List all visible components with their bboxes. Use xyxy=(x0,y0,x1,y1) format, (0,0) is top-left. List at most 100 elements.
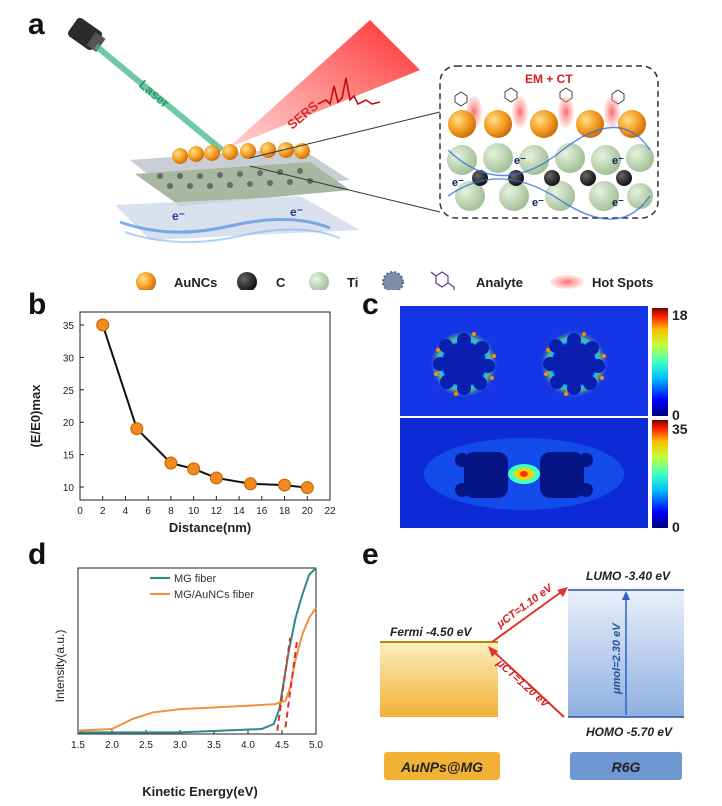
colorbar-top-min: 0 xyxy=(672,407,680,423)
aunps-box xyxy=(384,752,500,780)
laser-beam xyxy=(94,43,224,153)
laser-head xyxy=(67,17,106,52)
electron-label-inset-4: e⁻ xyxy=(532,197,544,209)
electron-label-inset-5: e⁻ xyxy=(612,197,624,209)
chart-b-ytick-label: 25 xyxy=(63,386,75,397)
chart-b-frame xyxy=(79,311,331,501)
chart-b-xtick-label: 10 xyxy=(188,506,200,517)
legend-mg-fiber: MG fiber xyxy=(174,573,217,585)
aunps-band xyxy=(380,642,498,717)
legend-titanium: Ti xyxy=(347,275,358,290)
chart-d-series-1 xyxy=(77,607,317,732)
titanium-legend-icon xyxy=(309,272,329,290)
nanocluster-top-left xyxy=(430,330,498,398)
chart-b-series-line xyxy=(101,324,308,489)
ct-up-label: μCT=1.10 eV xyxy=(494,581,556,631)
carbon-legend-icon xyxy=(237,272,257,290)
legend-hotspots: Hot Spots xyxy=(592,275,653,290)
chart-b-ytick-label: 35 xyxy=(63,321,75,332)
chart-b-point xyxy=(187,462,201,476)
chart-d-series-0 xyxy=(78,567,317,734)
chart-b-point xyxy=(278,478,292,492)
electron-label-right: e⁻ xyxy=(290,205,303,219)
zoom-inset: EM + CT e⁻ e⁻ e⁻ e⁻ xyxy=(439,65,659,220)
chart-b-ytick-label: 20 xyxy=(63,418,75,429)
chart-b-ytick-label: 30 xyxy=(63,353,75,364)
colorbar-top xyxy=(652,308,668,416)
homo-label: HOMO -5.70 eV xyxy=(586,725,673,739)
chart-b-ylabel: (E/E0)max xyxy=(28,384,43,448)
colorbar-bottom-max: 35 xyxy=(672,421,688,437)
electron-label-inset-3: e⁻ xyxy=(452,177,464,189)
schematic-illustration: Laser SERS e⁻ e⁻ EM + CT xyxy=(67,17,659,290)
field-enhancement-chart: 0 2 4 6 8 10 12 14 16 18 20 22 10 15 20 25 30 35 Distance… xyxy=(28,311,336,535)
chart-b-ytick-label: 15 xyxy=(63,451,75,462)
sers-spectrum-icon xyxy=(317,77,381,106)
chart-b-point xyxy=(209,471,223,485)
ct-arrow-down xyxy=(491,649,565,718)
chart-d-xtick-label: 3.5 xyxy=(207,740,221,751)
chart-d-frame xyxy=(77,567,317,735)
chart-b-xtick-label: 20 xyxy=(302,506,314,517)
electron-label-inset-2: e⁻ xyxy=(612,155,624,167)
aunc-legend-icon xyxy=(136,272,156,290)
colorbar-top-max: 18 xyxy=(672,307,688,323)
em-ct-label: EM + CT xyxy=(525,72,573,86)
chart-b-xtick-label: 0 xyxy=(77,506,83,517)
hotspot-legend-icon xyxy=(550,275,584,289)
nanocluster-dimer xyxy=(424,438,624,510)
chart-b-xtick-label: 6 xyxy=(145,506,151,517)
chart-d-tangent-mg xyxy=(276,637,292,731)
mol-label: μmol=2.30 eV xyxy=(611,622,623,695)
colorbar-bottom xyxy=(652,420,668,528)
chart-b-point xyxy=(130,422,144,436)
chart-d-xtick-label: 4.0 xyxy=(241,740,255,751)
chart-d-xtick-label: 4.5 xyxy=(275,740,289,751)
analyte-legend-icon xyxy=(430,271,455,290)
chart-b-xtick-label: 22 xyxy=(324,506,336,517)
panel-label-d: d xyxy=(28,538,47,571)
laser-label: Laser xyxy=(136,77,172,111)
legend-mg-aunc-fiber: MG/AuNCs fiber xyxy=(174,589,254,601)
chart-b-xtick-label: 14 xyxy=(234,506,246,517)
chart-b-point xyxy=(300,481,314,495)
chart-b-point xyxy=(164,456,178,470)
zoom-line-top xyxy=(249,111,441,159)
colorbar-bottom-min: 0 xyxy=(672,519,680,534)
chart-d-xtick-label: 2.0 xyxy=(105,740,119,751)
legend-aunc: AuNCs xyxy=(174,275,217,290)
legend-analyte: Analyte xyxy=(476,275,523,290)
chart-b-xtick-label: 16 xyxy=(256,506,268,517)
panel-label-e: e xyxy=(362,538,379,571)
panel-label-b: b xyxy=(28,288,47,321)
chart-b-xtick-label: 8 xyxy=(168,506,174,517)
chart-b-point xyxy=(243,477,257,491)
chart-b-xtick-label: 2 xyxy=(100,506,106,517)
chart-d-tangent-aunc xyxy=(284,640,298,728)
electron-cloud-legend-icon xyxy=(382,271,404,290)
chart-b-xtick-label: 18 xyxy=(279,506,291,517)
energy-level-diagram: LUMO -3.40 eV Fermi -4.50 eV HOMO -5.70 … xyxy=(380,569,684,780)
chart-d-ylabel: Intensity(a.u.) xyxy=(53,630,67,703)
r6g-box-label: R6G xyxy=(612,759,641,775)
chart-b-xtick-label: 4 xyxy=(123,506,129,517)
chart-d-xtick-label: 3.0 xyxy=(173,740,187,751)
chart-b-ytick-label: 10 xyxy=(63,483,75,494)
chart-d-xlabel: Kinetic Energy(eV) xyxy=(142,784,258,799)
panel-label-a: a xyxy=(28,8,45,41)
chart-b-point xyxy=(96,318,110,332)
legend-carbon: C xyxy=(276,275,286,290)
chart-b-xlabel: Distance(nm) xyxy=(169,520,251,535)
r6g-box xyxy=(570,752,682,780)
chart-b-xtick-label: 12 xyxy=(211,506,223,517)
ct-down-label: μCT=1.20 eV xyxy=(493,657,552,712)
chart-d-xtick-label: 1.5 xyxy=(71,740,85,751)
zoom-line-bottom xyxy=(249,165,441,213)
substrate-layer: e⁻ e⁻ xyxy=(115,142,360,244)
chart-d-xtick-label: 5.0 xyxy=(309,740,323,751)
lumo-label: LUMO -3.40 eV xyxy=(586,569,671,583)
chart-d-xtick-label: 2.5 xyxy=(139,740,153,751)
electron-label-inset-1: e⁻ xyxy=(514,155,526,167)
ct-arrow-up xyxy=(491,589,565,643)
legend-row: AuNCs C Ti Analyte Hot Spots xyxy=(136,271,653,290)
